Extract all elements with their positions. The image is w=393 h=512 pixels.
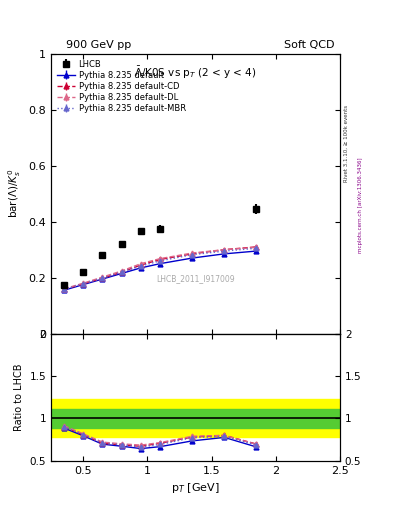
Text: Soft QCD: Soft QCD [284,39,334,50]
Y-axis label: bar($\Lambda$)/$K^0_s$: bar($\Lambda$)/$K^0_s$ [6,169,23,219]
Y-axis label: Ratio to LHCB: Ratio to LHCB [14,364,24,431]
Legend: LHCB, Pythia 8.235 default, Pythia 8.235 default-CD, Pythia 8.235 default-DL, Py: LHCB, Pythia 8.235 default, Pythia 8.235… [55,58,187,115]
Text: $\bar{\Lambda}$/K0S vs p$_T$ (2 < y < 4): $\bar{\Lambda}$/K0S vs p$_T$ (2 < y < 4) [134,65,257,81]
Text: LHCB_2011_I917009: LHCB_2011_I917009 [156,274,235,283]
Text: Rivet 3.1.10, ≥ 100k events: Rivet 3.1.10, ≥ 100k events [344,105,349,182]
Text: 900 GeV pp: 900 GeV pp [66,39,131,50]
Text: mcplots.cern.ch [arXiv:1306.3436]: mcplots.cern.ch [arXiv:1306.3436] [358,157,363,252]
X-axis label: p$_T$ [GeV]: p$_T$ [GeV] [171,481,220,495]
